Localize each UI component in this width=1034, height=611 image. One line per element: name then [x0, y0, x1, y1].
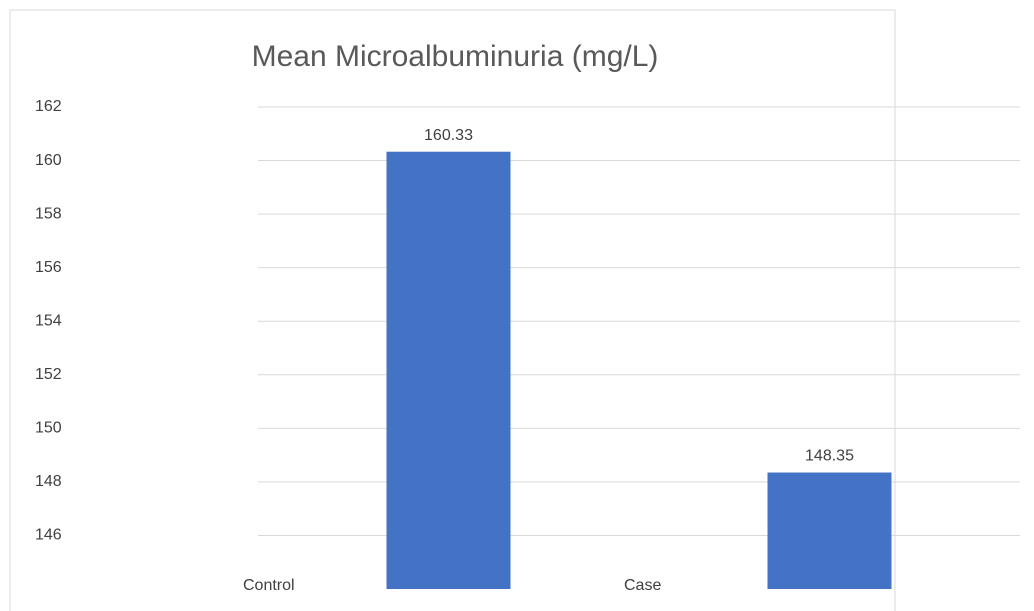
data-label: 148.35 [805, 448, 854, 465]
y-tick-label: 158 [35, 205, 62, 222]
bar [386, 151, 511, 590]
y-tick-label: 150 [35, 420, 62, 437]
y-tick-label: 162 [35, 98, 62, 115]
y-tick-label: 152 [35, 366, 62, 383]
y-tick-label: 160 [35, 152, 62, 169]
x-tick-label: Case [624, 577, 661, 594]
data-label: 160.33 [424, 127, 473, 144]
y-tick-label: 146 [35, 527, 62, 544]
bar [767, 472, 892, 589]
y-tick-label: 148 [35, 473, 62, 490]
y-tick-label: 154 [35, 312, 62, 329]
y-tick-label: 156 [35, 259, 62, 276]
chart-title: Mean Microalbuminuria (mg/L) [252, 40, 659, 73]
x-tick-label: Control [243, 577, 295, 594]
